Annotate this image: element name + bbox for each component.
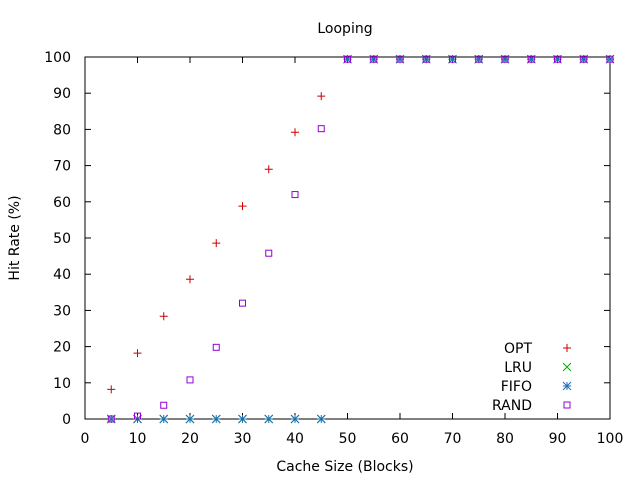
chart-title: Looping xyxy=(317,21,372,37)
legend-marker-fifo xyxy=(562,381,572,391)
legend-item-fifo: FIFO xyxy=(501,379,572,395)
y-tick-label: 50 xyxy=(53,231,71,247)
x-tick-label: 90 xyxy=(549,431,567,447)
legend-marker-lru xyxy=(562,362,572,372)
data-point-rand xyxy=(606,55,614,63)
data-point-fifo xyxy=(448,54,457,64)
data-point-fifo xyxy=(553,54,562,64)
y-tick-label: 20 xyxy=(53,340,71,356)
y-tick-label: 0 xyxy=(62,412,71,428)
x-tick-label: 10 xyxy=(129,431,147,447)
x-tick-label: 0 xyxy=(81,431,90,447)
data-point-rand xyxy=(396,55,404,63)
y-tick-label: 90 xyxy=(53,86,71,102)
x-axis-title: Cache Size (Blocks) xyxy=(276,459,413,475)
x-tick-label: 70 xyxy=(444,431,462,447)
legend: OPT LRU FIFO RAND xyxy=(492,341,572,414)
data-point-fifo xyxy=(343,54,352,64)
data-point-rand xyxy=(370,55,378,63)
data-point-opt xyxy=(133,349,142,358)
data-point-fifo xyxy=(185,414,195,424)
x-tick-label: 80 xyxy=(496,431,514,447)
data-point-fifo xyxy=(238,414,247,424)
legend-item-opt: OPT xyxy=(504,341,571,357)
data-point-fifo xyxy=(395,54,405,64)
data-point-opt xyxy=(159,312,168,321)
data-point-fifo xyxy=(474,54,484,64)
data-point-rand xyxy=(422,55,430,63)
data-point-opt xyxy=(317,92,326,101)
y-tick-label: 70 xyxy=(53,159,71,175)
data-point-rand xyxy=(554,55,561,63)
data-point-fifo xyxy=(605,54,615,64)
data-point-fifo xyxy=(211,414,221,424)
series-rand xyxy=(107,55,614,423)
data-point-rand xyxy=(580,55,588,63)
y-tick-label: 10 xyxy=(53,376,71,392)
data-point-rand xyxy=(501,55,509,63)
series-fifo xyxy=(106,54,615,424)
axis-ticks: 0 10 20 30 40 50 60 70 80 90 100 0 10 20 30 40 50 60 70 80 9… xyxy=(44,50,623,447)
y-axis-title: Hit Rate (%) xyxy=(7,195,23,280)
y-tick-label: 80 xyxy=(53,122,71,138)
legend-item-lru: LRU xyxy=(504,360,572,376)
legend-label: FIFO xyxy=(501,379,532,395)
legend-label: LRU xyxy=(504,360,532,376)
data-point-fifo xyxy=(316,414,326,424)
data-point-rand xyxy=(160,401,168,409)
data-point-rand xyxy=(317,125,325,133)
data-point-fifo xyxy=(526,54,536,64)
data-point-rand xyxy=(265,249,273,257)
series-lru xyxy=(106,54,615,424)
data-point-rand xyxy=(344,55,351,63)
data-point-rand xyxy=(186,376,194,384)
data-point-rand xyxy=(239,299,246,307)
data-marks xyxy=(106,54,615,424)
data-point-fifo xyxy=(106,414,116,424)
legend-marker-rand xyxy=(563,401,571,409)
x-tick-label: 60 xyxy=(391,431,409,447)
legend-label: RAND xyxy=(492,398,532,414)
data-point-rand xyxy=(107,415,115,423)
data-point-rand xyxy=(527,55,535,63)
x-tick-label: 100 xyxy=(597,431,624,447)
data-point-opt xyxy=(264,165,273,174)
series-opt xyxy=(107,55,614,394)
x-tick-label: 50 xyxy=(339,431,357,447)
data-point-rand xyxy=(134,412,141,420)
data-point-fifo xyxy=(264,414,274,424)
data-point-opt xyxy=(186,275,194,284)
y-tick-label: 100 xyxy=(44,50,71,66)
data-point-opt xyxy=(212,239,221,248)
y-tick-label: 40 xyxy=(53,267,71,283)
x-tick-label: 40 xyxy=(286,431,304,447)
data-point-opt xyxy=(291,128,299,137)
y-tick-label: 60 xyxy=(53,195,71,211)
data-point-rand xyxy=(212,343,220,351)
legend-marker-opt xyxy=(563,344,571,352)
data-point-rand xyxy=(449,55,456,63)
data-point-fifo xyxy=(290,414,300,424)
data-point-rand xyxy=(291,191,299,199)
data-point-fifo xyxy=(579,54,589,64)
data-point-opt xyxy=(107,385,116,394)
y-tick-label: 30 xyxy=(53,303,71,319)
data-point-opt xyxy=(238,202,247,211)
data-point-fifo xyxy=(421,54,431,64)
legend-item-rand: RAND xyxy=(492,398,571,414)
x-tick-label: 30 xyxy=(234,431,252,447)
legend-label: OPT xyxy=(504,341,532,357)
data-point-fifo xyxy=(369,54,379,64)
data-point-fifo xyxy=(500,54,510,64)
x-tick-label: 20 xyxy=(181,431,199,447)
data-point-fifo xyxy=(159,414,169,424)
data-point-rand xyxy=(475,55,483,63)
